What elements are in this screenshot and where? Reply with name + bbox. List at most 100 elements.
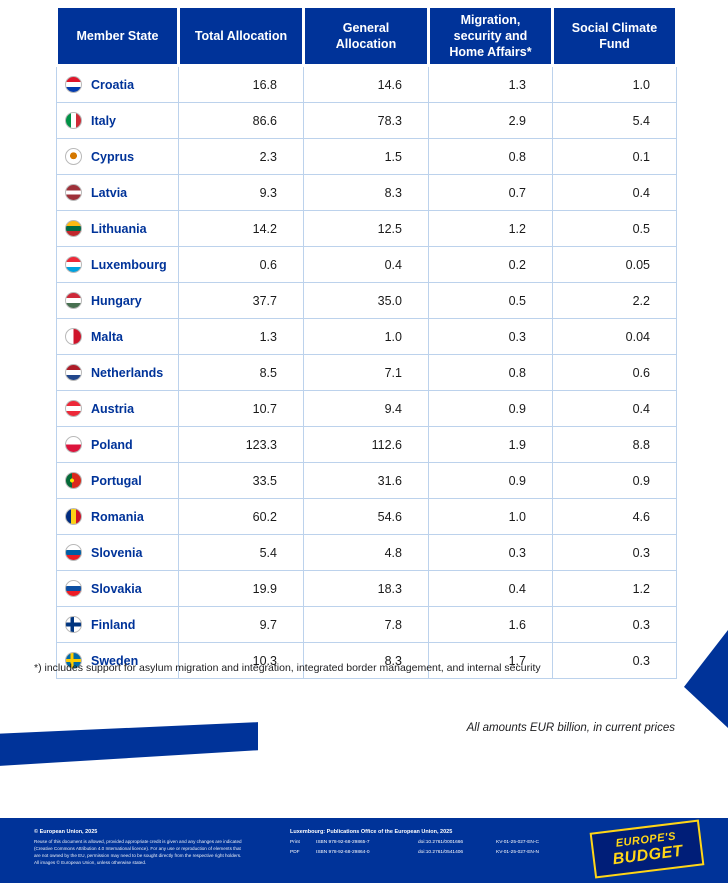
table-row: Portugal 33.5 31.6 0.9 0.9 (56, 462, 677, 499)
table-row: Latvia 9.3 8.3 0.7 0.4 (56, 174, 677, 211)
allocation-value-cell: 0.6 (178, 246, 304, 283)
finland-flag-icon (65, 616, 82, 633)
decorative-stripe-right (684, 630, 728, 728)
country-name: Luxembourg (91, 258, 167, 272)
country-cell: Hungary (56, 282, 179, 319)
allocation-value-cell: 1.3 (428, 65, 553, 103)
allocation-value-cell: 1.2 (428, 210, 553, 247)
table-row: Hungary 37.7 35.0 0.5 2.2 (56, 282, 677, 319)
country-cell: Latvia (56, 174, 179, 211)
allocation-value-cell: 0.04 (552, 318, 677, 355)
allocation-value-cell: 0.8 (428, 354, 553, 391)
column-header-social-climate-fund: Social Climate Fund (551, 5, 678, 67)
sweden-flag-icon (65, 652, 82, 669)
allocation-value-cell: 1.2 (552, 570, 677, 607)
allocation-value-cell: 10.7 (178, 390, 304, 427)
table-row: Lithuania 14.2 12.5 1.2 0.5 (56, 210, 677, 247)
country-name: Portugal (91, 474, 142, 488)
table-row: Sweden 10.3 8.3 1.7 0.3 (56, 642, 677, 679)
country-cell: Cyprus (56, 138, 179, 175)
country-name: Malta (91, 330, 123, 344)
allocation-value-cell: 0.3 (428, 318, 553, 355)
table-row: Austria 10.7 9.4 0.9 0.4 (56, 390, 677, 427)
country-name: Sweden (91, 654, 139, 668)
latvia-flag-icon (65, 184, 82, 201)
allocation-value-cell: 5.4 (552, 102, 677, 139)
allocation-value-cell: 37.7 (178, 282, 304, 319)
country-name: Poland (91, 438, 133, 452)
reuse-notice: Reuse of this document is allowed, provi… (34, 839, 242, 866)
country-name: Cyprus (91, 150, 135, 164)
allocation-value-cell: 9.3 (178, 174, 304, 211)
luxembourg-flag-icon (65, 256, 82, 273)
allocation-value-cell: 0.7 (428, 174, 553, 211)
country-cell: Poland (56, 426, 179, 463)
table-row: Cyprus 2.3 1.5 0.8 0.1 (56, 138, 677, 175)
austria-flag-icon (65, 400, 82, 417)
allocation-value-cell: 86.6 (178, 102, 304, 139)
country-cell: Malta (56, 318, 179, 355)
allocation-value-cell: 60.2 (178, 498, 304, 535)
allocation-value-cell: 0.3 (552, 534, 677, 571)
table-row: Poland 123.3 112.6 1.9 8.8 (56, 426, 677, 463)
poland-flag-icon (65, 436, 82, 453)
allocation-value-cell: 4.6 (552, 498, 677, 535)
romania-flag-icon (65, 508, 82, 525)
allocation-value-cell: 78.3 (303, 102, 429, 139)
allocation-value-cell: 8.3 (303, 174, 429, 211)
table-row: Luxembourg 0.6 0.4 0.2 0.05 (56, 246, 677, 283)
allocation-value-cell: 1.0 (552, 65, 677, 103)
allocation-value-cell: 16.8 (178, 65, 304, 103)
allocation-value-cell: 14.2 (178, 210, 304, 247)
edition-doi: doi:10.2761/0541406 (418, 849, 464, 855)
allocation-value-cell: 18.3 (303, 570, 429, 607)
allocation-value-cell: 0.9 (428, 390, 553, 427)
allocation-table: Member State Total Allocation General Al… (55, 5, 678, 679)
edition-catalogue: KV-01-25-027-EN-N (496, 849, 539, 855)
allocation-value-cell: 8.3 (303, 642, 429, 679)
country-cell: Luxembourg (56, 246, 179, 283)
allocation-value-cell: 1.3 (178, 318, 304, 355)
table-row: Croatia 16.8 14.6 1.3 1.0 (56, 65, 677, 103)
country-cell: Italy (56, 102, 179, 139)
allocation-value-cell: 0.4 (552, 390, 677, 427)
table-header-row: Member State Total Allocation General Al… (55, 5, 678, 67)
allocation-value-cell: 54.6 (303, 498, 429, 535)
croatia-flag-icon (65, 76, 82, 93)
country-name: Croatia (91, 78, 135, 92)
allocation-value-cell: 8.8 (552, 426, 677, 463)
country-cell: Slovenia (56, 534, 179, 571)
column-header-general-allocation: General Allocation (302, 5, 430, 67)
allocation-value-cell: 0.3 (552, 606, 677, 643)
table-row: Slovenia 5.4 4.8 0.3 0.3 (56, 534, 677, 571)
allocation-value-cell: 2.2 (552, 282, 677, 319)
allocation-value-cell: 0.8 (428, 138, 553, 175)
country-cell: Netherlands (56, 354, 179, 391)
column-header-total-allocation: Total Allocation (177, 5, 305, 67)
allocation-value-cell: 0.5 (552, 210, 677, 247)
country-cell: Austria (56, 390, 179, 427)
footnote: *) includes support for asylum migration… (34, 662, 541, 674)
edition-isbn: ISBN 978-92-68-29864-0 (316, 849, 370, 855)
amounts-note: All amounts EUR billion, in current pric… (466, 722, 675, 734)
allocation-value-cell: 0.2 (428, 246, 553, 283)
country-name: Austria (91, 402, 135, 416)
country-name: Romania (91, 510, 144, 524)
allocation-value-cell: 0.4 (552, 174, 677, 211)
allocation-value-cell: 7.1 (303, 354, 429, 391)
allocation-value-cell: 0.05 (552, 246, 677, 283)
slovakia-flag-icon (65, 580, 82, 597)
publication-identifiers: Print ISBN 978-92-68-29865-7 doi:10.2761… (290, 840, 568, 856)
footer-publication-block: Luxembourg: Publications Office of the E… (290, 829, 568, 883)
edition-isbn: ISBN 978-92-68-29865-7 (316, 840, 370, 845)
allocation-value-cell: 1.0 (303, 318, 429, 355)
allocation-value-cell: 35.0 (303, 282, 429, 319)
allocation-value-cell: 112.6 (303, 426, 429, 463)
table-row: Malta 1.3 1.0 0.3 0.04 (56, 318, 677, 355)
footer-legal-block: © European Union, 2025 Reuse of this doc… (34, 829, 246, 883)
slovenia-flag-icon (65, 544, 82, 561)
table-row: Netherlands 8.5 7.1 0.8 0.6 (56, 354, 677, 391)
decorative-stripe-left (0, 722, 258, 766)
country-name: Netherlands (91, 366, 164, 380)
edition-format: Print (290, 840, 300, 845)
